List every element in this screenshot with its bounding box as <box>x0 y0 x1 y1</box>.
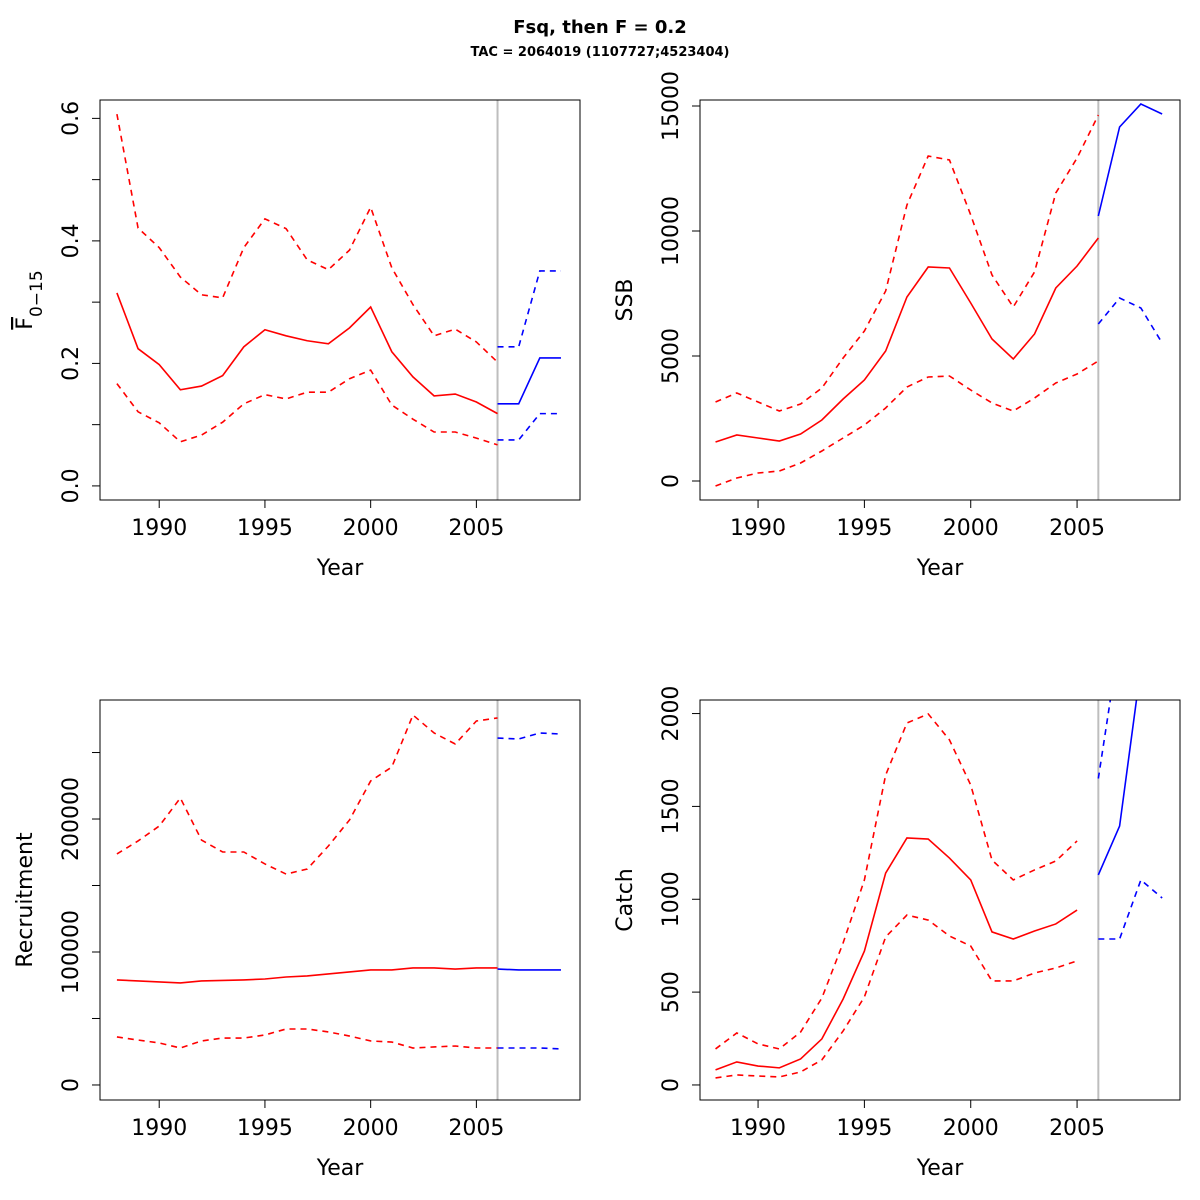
y-axis-label-subscript: 0−15 <box>27 270 47 317</box>
series-line <box>715 837 1078 1071</box>
x-tick-label: 2000 <box>343 1116 399 1141</box>
panel: 1990 1995 2000 2005 0 500 1000 1500 2000 Year Catc… <box>613 686 1181 1181</box>
x-tick-label: 2005 <box>448 1116 504 1141</box>
plot-frame <box>99 99 581 501</box>
series-line <box>116 713 498 875</box>
x-tick-label: 2005 <box>1049 516 1105 541</box>
x-tick-label: 1995 <box>836 516 892 541</box>
x-tick-label: 1990 <box>730 516 786 541</box>
y-axis-label-main: F <box>13 317 38 330</box>
series-line <box>1097 103 1163 217</box>
series-line <box>715 114 1100 412</box>
y-tick-label: 2000 <box>659 686 684 742</box>
series-line <box>1097 700 1112 779</box>
title: Fsq, then F = 0.2 <box>513 17 687 38</box>
series-line <box>116 292 498 415</box>
x-tick-label: 1990 <box>131 1116 187 1141</box>
y-tick-label: 1000 <box>659 871 684 927</box>
series-line <box>497 412 561 441</box>
y-tick-label: 0 <box>659 1078 684 1092</box>
series-line <box>715 914 1078 1079</box>
x-tick-label: 2000 <box>943 1116 999 1141</box>
plot-frame <box>99 699 581 1101</box>
x-tick-label: 2005 <box>448 516 504 541</box>
x-axis-label: Year <box>316 556 365 581</box>
panel: 1990 1995 2000 2005 0 5000 10000 15000 Year SSB <box>613 71 1181 581</box>
x-axis-label: Year <box>916 556 965 581</box>
y-tick-label: 15000 <box>659 71 684 141</box>
x-tick-label: 2005 <box>1049 1116 1105 1141</box>
y-axis-label-main: Catch <box>613 868 638 932</box>
y-axis-label: F0−15 <box>13 270 47 329</box>
x-tick-label: 1990 <box>730 1116 786 1141</box>
series-line <box>715 360 1099 487</box>
y-axis-label: Recruitment <box>13 832 38 968</box>
y-tick-label: 0 <box>659 474 684 488</box>
y-tick-label: 0.4 <box>59 223 84 258</box>
series-line <box>497 357 561 405</box>
panel: 1990 1995 2000 2005 0.0 0.2 0.4 0.6 Year F0−15 <box>13 99 581 581</box>
series-line <box>116 967 498 984</box>
y-tick-label: 0.6 <box>59 101 84 136</box>
series-line <box>1097 700 1138 876</box>
y-axis-label-main: SSB <box>613 278 638 321</box>
y-axis-label: SSB <box>613 278 638 321</box>
y-axis-label: Catch <box>613 868 638 932</box>
x-axis-label: Year <box>316 1156 365 1181</box>
plot-frame <box>699 699 1181 1101</box>
series-line <box>116 1028 498 1049</box>
y-tick-label: 0 <box>59 1078 84 1092</box>
series-line <box>715 237 1099 443</box>
x-axis-label: Year <box>916 1156 965 1181</box>
series-line <box>715 712 1078 1050</box>
y-tick-label: 200000 <box>59 777 84 861</box>
series-line <box>116 113 499 363</box>
series-line <box>497 270 561 348</box>
series-line <box>116 369 498 446</box>
panel: 1990 1995 2000 2005 0 100000 200000 Year Recruit… <box>13 699 581 1181</box>
plot-frame <box>699 99 1181 501</box>
x-tick-label: 2000 <box>943 516 999 541</box>
x-tick-label: 2000 <box>343 516 399 541</box>
x-tick-label: 1995 <box>237 1116 293 1141</box>
y-axis-label-main: Recruitment <box>13 832 38 968</box>
y-tick-label: 10000 <box>659 196 684 266</box>
y-tick-label: 1500 <box>659 778 684 834</box>
y-tick-label: 0.2 <box>59 346 84 381</box>
x-tick-label: 1995 <box>836 1116 892 1141</box>
series-line <box>1097 297 1163 344</box>
y-tick-label: 100000 <box>59 910 84 994</box>
x-tick-label: 1990 <box>131 516 187 541</box>
y-tick-label: 500 <box>659 971 684 1013</box>
y-tick-label: 0.0 <box>59 468 84 503</box>
series-line <box>497 968 561 971</box>
subtitle: TAC = 2064019 (1107727;4523404) <box>471 45 730 60</box>
y-tick-label: 5000 <box>659 328 684 384</box>
x-tick-label: 1995 <box>237 516 293 541</box>
